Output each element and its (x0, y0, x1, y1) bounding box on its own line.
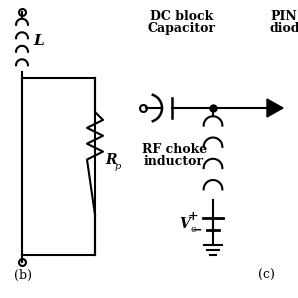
Text: RF choke: RF choke (142, 143, 208, 156)
Text: Capacitor: Capacitor (148, 22, 216, 35)
Text: PIN: PIN (270, 10, 297, 23)
Text: R: R (105, 153, 117, 167)
Text: −: − (192, 224, 202, 237)
Text: diod: diod (270, 22, 298, 35)
Text: L: L (33, 34, 44, 48)
Text: c: c (190, 224, 196, 234)
Text: (c): (c) (258, 269, 275, 282)
Text: p: p (115, 162, 121, 171)
Text: V: V (180, 217, 190, 231)
Text: +: + (187, 209, 198, 223)
Text: DC block: DC block (150, 10, 214, 23)
Text: inductor: inductor (144, 155, 204, 168)
Text: (b): (b) (14, 269, 32, 282)
Polygon shape (267, 99, 283, 117)
